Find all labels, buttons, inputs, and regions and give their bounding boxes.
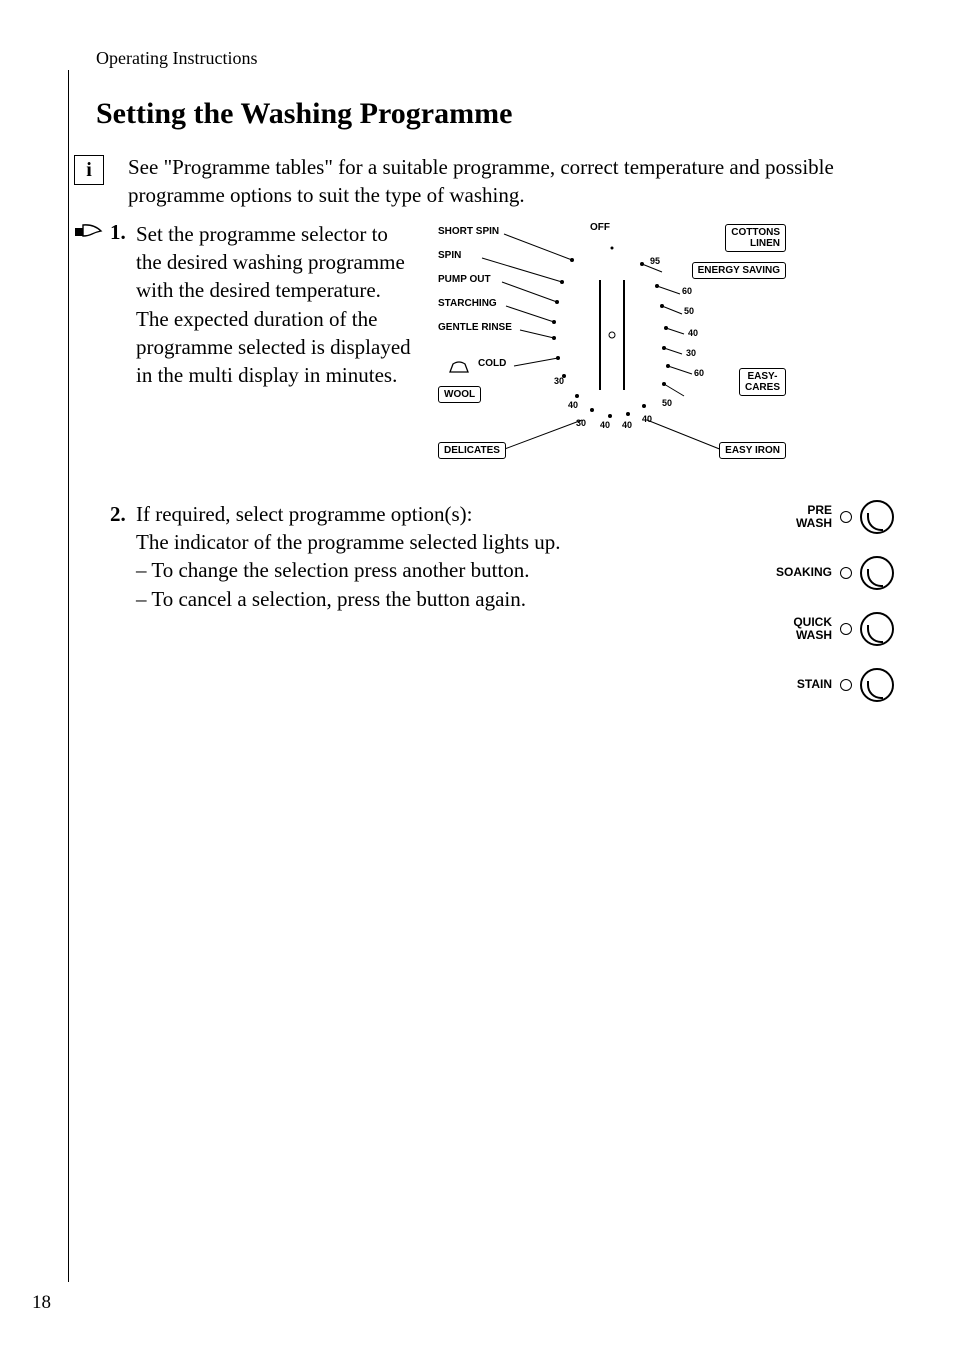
dial-gentlerinse: GENTLE RINSE [438,322,512,333]
dial-60b: 60 [694,368,704,378]
led-icon [840,623,852,635]
option-stain: STAIN [724,668,894,702]
option-label-prewash: PRE WASH [796,504,832,530]
dial-off: OFF [590,222,610,233]
option-button[interactable] [860,612,894,646]
dial-50b: 50 [662,398,672,408]
dial-cold: COLD [478,358,506,369]
dial-cottons: COTTONS LINEN [725,224,786,252]
option-buttons-panel: PRE WASH SOAKING QUICK WASH STAIN [724,500,894,724]
dial-30a: 30 [686,348,696,358]
led-icon [840,567,852,579]
step-number-1: 1. [110,220,136,470]
info-block: i See "Programme tables" for a suitable … [74,153,894,210]
running-head: Operating Instructions [96,48,894,69]
led-icon [840,679,852,691]
led-icon [840,511,852,523]
dial-pumpout: PUMP OUT [438,274,491,285]
dial-b40c: 40 [622,420,632,430]
info-text: See "Programme tables" for a suitable pr… [128,153,894,210]
step-1: 1. Set the programme selector to the des… [74,220,894,470]
dial-wool: WOOL [438,386,481,403]
dial-short-spin: SHORT SPIN [438,226,499,237]
page-number: 18 [32,1292,51,1314]
dial-40a: 40 [688,328,698,338]
pointer-icon [74,222,110,470]
step-2-intro: If required, select programme option(s): [136,500,561,528]
programme-dial-diagram: OFF SHORT SPIN SPIN PUMP OUT STARCHING G… [432,220,792,470]
dial-60a: 60 [682,286,692,296]
step-1-text: Set the programme selector to the desire… [136,220,414,470]
step-2: 2. If required, select programme option(… [110,500,894,724]
option-button[interactable] [860,556,894,590]
option-label-quickwash: QUICK WASH [793,616,832,642]
dial-95: 95 [650,256,660,266]
page-container: Operating Instructions Setting the Washi… [0,0,954,1352]
dial-b40d: 40 [642,414,652,424]
dial-b40a: 40 [568,400,578,410]
option-label-soaking: SOAKING [776,566,832,579]
dial-easyiron: EASY IRON [719,442,786,459]
option-label-stain: STAIN [797,678,832,691]
dial-svg [432,220,792,470]
step-2-line1: The indicator of the programme selected … [136,528,561,556]
section-heading: Setting the Washing Programme [96,97,894,131]
option-prewash: PRE WASH [724,500,894,534]
dial-b30b: 30 [576,418,586,428]
step-number-2: 2. [110,500,136,613]
handwash-icon [448,358,470,374]
dial-easycares: EASY- CARES [739,368,786,396]
dial-delicates: DELICATES [438,442,506,459]
dial-50a: 50 [684,306,694,316]
step-2-bullet1: – To change the selection press another … [136,556,561,584]
info-glyph: i [86,159,92,182]
dial-spin: SPIN [438,250,461,261]
dial-starching: STARCHING [438,298,497,309]
info-icon: i [74,155,104,185]
step-2-bullet2: – To cancel a selection, press the butto… [136,585,561,613]
margin-rule [68,70,69,1282]
option-button[interactable] [860,500,894,534]
dial-b30a: 30 [554,376,564,386]
option-quickwash: QUICK WASH [724,612,894,646]
dial-b40b: 40 [600,420,610,430]
option-soaking: SOAKING [724,556,894,590]
option-button[interactable] [860,668,894,702]
dial-energy: ENERGY SAVING [692,262,786,279]
